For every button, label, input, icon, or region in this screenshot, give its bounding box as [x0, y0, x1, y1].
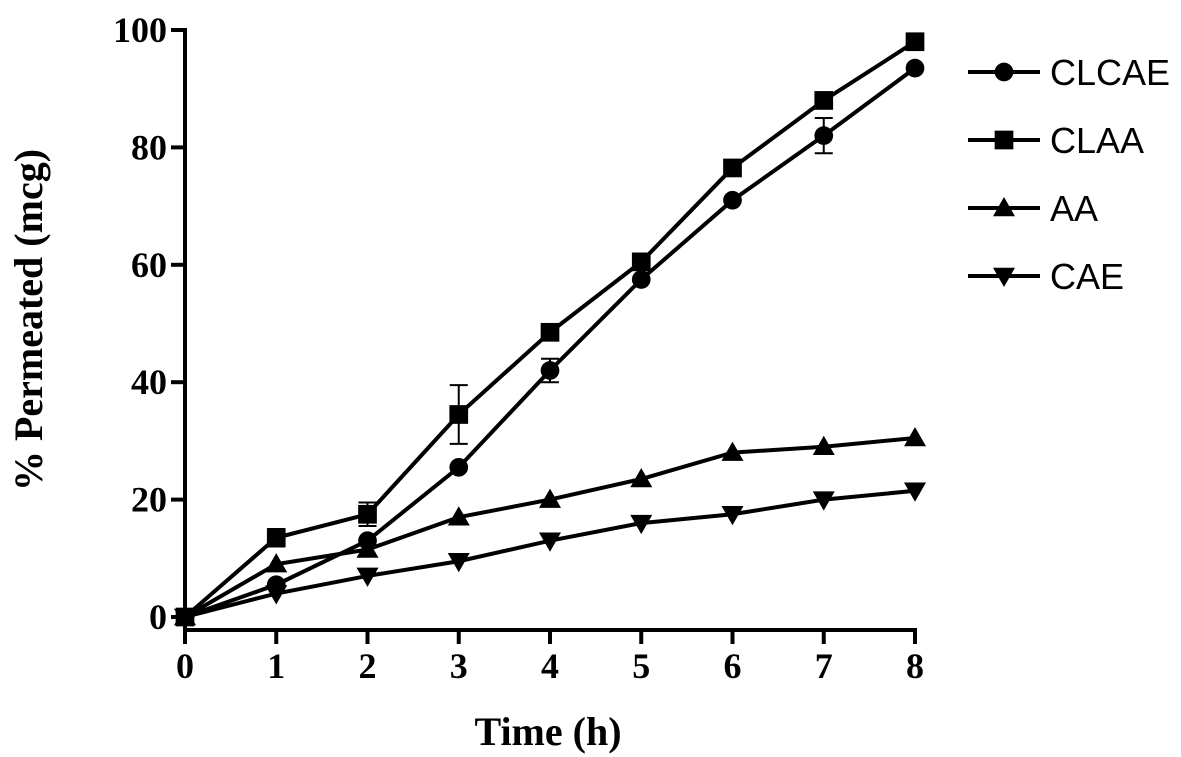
x-tick-label: 3	[450, 646, 468, 686]
data-point	[174, 608, 196, 628]
legend: CLCAE CLAA AA CAE	[968, 52, 1170, 297]
x-tick-label: 6	[724, 646, 742, 686]
x-tick-label: 2	[359, 646, 377, 686]
data-point	[721, 506, 744, 526]
data-point	[539, 532, 561, 552]
y-tick-label: 20	[131, 480, 167, 520]
y-tick-label: 40	[131, 362, 167, 402]
legend-marker	[993, 267, 1015, 287]
x-tick-label: 8	[906, 646, 924, 686]
legend-label: AA	[1050, 188, 1098, 229]
data-point	[540, 361, 560, 380]
x-axis-title: Time (h)	[474, 709, 621, 754]
y-tick-label: 0	[149, 597, 167, 637]
legend-label: CLAA	[1050, 120, 1144, 161]
legend-item-clcae: CLCAE	[968, 52, 1170, 93]
data-point	[356, 538, 379, 558]
x-tick-label: 7	[815, 646, 833, 686]
legend-marker	[994, 62, 1014, 82]
data-point	[905, 58, 925, 78]
y-tick-label: 60	[131, 245, 167, 285]
data-point	[266, 528, 286, 548]
x-tick-label: 1	[267, 646, 285, 686]
x-tick-label: 5	[632, 646, 650, 686]
series-line-cae	[184, 488, 916, 619]
data-point	[812, 435, 835, 456]
legend-label: CAE	[1050, 256, 1124, 297]
data-point	[447, 552, 470, 573]
data-point	[265, 553, 288, 573]
data-point	[812, 491, 835, 511]
data-point	[814, 126, 834, 146]
legend-marker	[993, 197, 1015, 217]
y-tick-label: 80	[131, 127, 167, 167]
legend-item-claa: CLAA	[968, 120, 1144, 161]
y-tick-label: 100	[113, 10, 167, 50]
data-point	[814, 91, 834, 110]
legend-item-aa: AA	[968, 188, 1098, 229]
data-point	[905, 32, 925, 52]
data-point	[904, 426, 926, 447]
series-aa	[174, 426, 926, 626]
axes: 0 20 40 60 80 100 0 1 2 3 4 5 6 7 8	[113, 10, 924, 686]
data-point	[265, 585, 288, 605]
data-point	[449, 405, 469, 424]
data-point	[540, 322, 560, 342]
data-point	[721, 441, 744, 461]
data-point	[358, 504, 377, 524]
data-point	[449, 457, 469, 477]
data-point	[723, 158, 742, 178]
data-point	[447, 506, 470, 526]
data-point	[631, 270, 651, 289]
series-group	[174, 32, 926, 628]
y-axis-title: % Permeated (mcg)	[6, 149, 51, 491]
data-point	[904, 482, 926, 502]
series-clcae	[175, 58, 925, 627]
x-tick-label: 4	[541, 646, 559, 686]
data-point	[356, 567, 379, 587]
legend-label: CLCAE	[1050, 52, 1170, 93]
legend-marker	[994, 130, 1014, 150]
legend-item-cae: CAE	[968, 256, 1124, 297]
data-point	[630, 514, 653, 535]
data-point	[631, 252, 651, 272]
data-point	[723, 190, 742, 210]
x-tick-label: 0	[176, 646, 194, 686]
data-point	[630, 468, 653, 488]
data-point	[539, 488, 561, 508]
series-cae	[174, 482, 926, 628]
